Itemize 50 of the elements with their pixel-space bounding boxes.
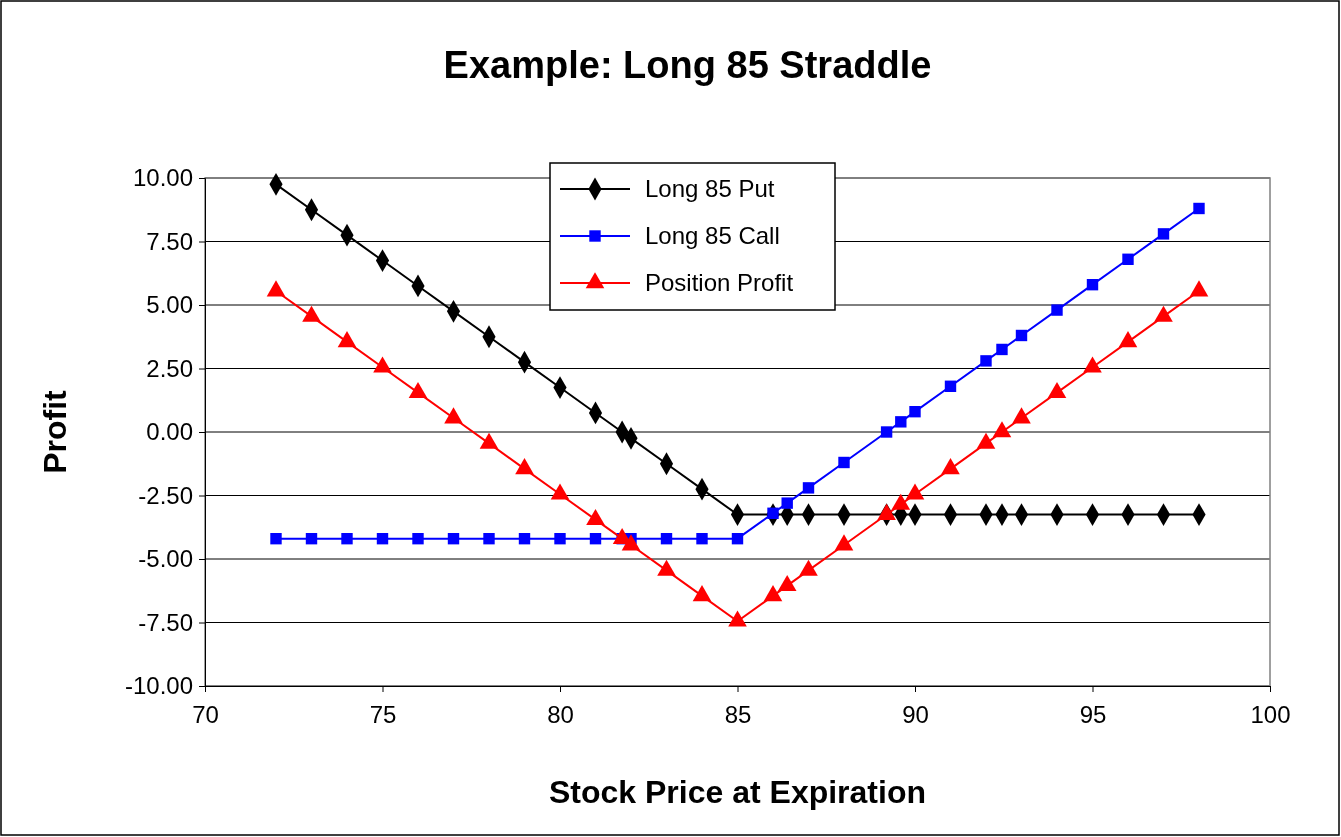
chart-title: Example: Long 85 Straddle — [443, 44, 932, 86]
point — [660, 532, 673, 545]
y-tick-label: 7.50 — [146, 227, 193, 255]
y-axis-title: Profit — [37, 389, 73, 474]
y-tick-label: -10.00 — [124, 672, 193, 700]
x-tick-label: 95 — [1079, 701, 1107, 729]
point — [731, 532, 744, 545]
point — [909, 405, 921, 418]
y-tick-label: 5.00 — [146, 291, 193, 319]
point — [1122, 253, 1134, 265]
point — [944, 380, 957, 392]
point — [412, 532, 424, 545]
point — [270, 532, 282, 545]
point — [996, 343, 1008, 356]
point — [1015, 329, 1028, 342]
x-tick-label: 80 — [547, 701, 574, 729]
point — [305, 532, 318, 545]
point — [781, 497, 793, 509]
point — [802, 482, 815, 494]
point — [1157, 228, 1170, 240]
point — [1086, 278, 1099, 291]
legend-label: Long 85 Call — [645, 222, 780, 249]
legend-label: Position Profit — [645, 269, 794, 296]
point — [341, 532, 353, 545]
point — [696, 532, 708, 545]
y-tick-label: 10.00 — [132, 164, 193, 192]
y-tick-label: -5.00 — [138, 545, 193, 573]
y-tick-label: 2.50 — [146, 354, 193, 382]
point — [880, 426, 893, 438]
point — [518, 532, 531, 545]
x-axis-title: Stock Price at Expiration — [548, 774, 927, 810]
point — [376, 532, 389, 545]
point — [483, 532, 495, 545]
point — [980, 355, 992, 367]
point — [1051, 304, 1063, 316]
x-tick-label: 70 — [192, 701, 219, 729]
point — [589, 532, 602, 545]
x-tick-label: 100 — [1250, 701, 1291, 729]
point — [1193, 202, 1205, 215]
x-tick-label: 90 — [902, 701, 929, 729]
x-tick-label: 75 — [369, 701, 397, 729]
point — [447, 532, 460, 545]
y-tick-label: 0.00 — [146, 418, 193, 446]
y-tick-label: -7.50 — [138, 608, 193, 636]
point — [554, 532, 566, 545]
x-tick-label: 85 — [724, 701, 752, 729]
point — [895, 416, 907, 428]
point — [838, 456, 850, 469]
y-tick-label: -2.50 — [138, 481, 193, 509]
legend-label: Long 85 Put — [645, 175, 775, 202]
